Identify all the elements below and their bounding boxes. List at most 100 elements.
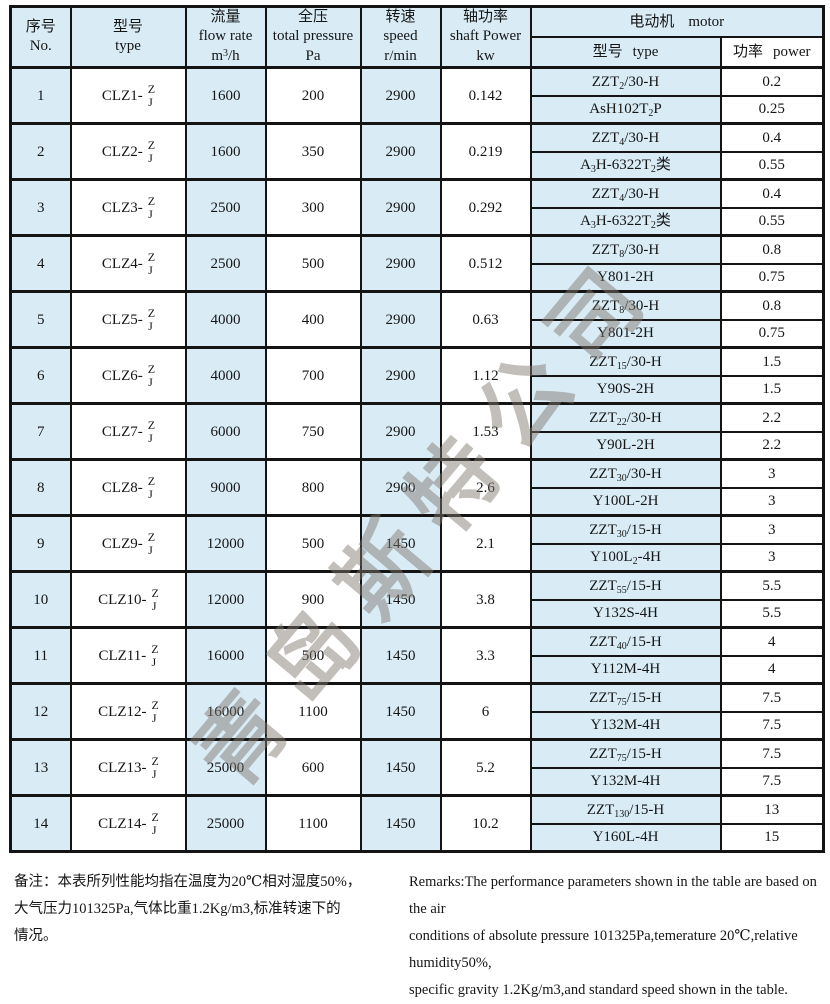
cell-motor-type: Y100L2-4H [529,542,722,573]
model-text: CLZ11- Z J [98,643,158,668]
header-row-1: 序号 No. 型号 type 流量 flow rate m3/h 全压 tota… [9,5,825,69]
table-subrow: Y132M-4H 7.5 [11,766,825,797]
cell-motor-power: 7.5 [719,682,825,713]
header-row-2: 型号 type 功率 power [11,36,825,69]
col-header-shaft-en: shaft Power [449,28,522,45]
cell-motor-power: 7.5 [719,710,825,741]
note-zh-line: 备注：本表所列性能均指在温度为20℃相对湿度50%， [14,874,362,890]
table-subrow: Y100L2-4H 3 [11,542,825,573]
cell-model: CLZ12- Z J [69,682,187,741]
col-header-speed-en: speed [383,28,418,45]
cell-motor-type: Y160L-4H [529,822,722,853]
cell-motor-type: ZZT8/30-H [529,290,722,321]
cell-motor-type: ZZT4/30-H [529,178,722,209]
cell-speed: 2900 [359,458,442,517]
note-zh-line: 大气压力101325Pa,气体比重1.2Kg/m3,标准转速下的 [14,901,341,917]
model-prefix: CLZ4- [101,255,143,272]
model-prefix: CLZ7- [101,423,143,440]
model-prefix: CLZ14- [98,815,147,832]
spec-table: 序号 No. 型号 type 流量 flow rate m3/h 全压 tota… [9,5,826,853]
cell-shaft-power: 0.219 [439,122,532,181]
cell-pressure: 900 [264,570,362,629]
col-header-motor-type-zh: 型号 [592,44,623,60]
cell-model: CLZ7- Z J [69,402,187,461]
cell-motor-power: 0.8 [719,290,825,321]
cell-motor-type: A3H-6322T2类 [529,150,722,181]
note-en-line: specific gravity 1.2Kg/m3,and standard s… [409,982,788,998]
col-header-flow: 流量 flow rate m3/h [184,5,267,69]
cell-motor-power: 4 [719,626,825,657]
cell-motor-type: ZZT55/15-H [529,570,722,601]
model-prefix: CLZ3- [101,199,143,216]
cell-flow: 16000 [184,626,267,685]
table-subrow: A3H-6322T2类 0.55 [11,206,825,237]
col-header-motor-en: motor [688,14,725,30]
cell-speed: 2900 [359,122,442,181]
col-header-motor-type: 型号 type [529,36,722,69]
cell-shaft-power: 2.6 [439,458,532,517]
cell-no: 12 [9,682,72,741]
table-subrow: Y801-2H 0.75 [11,318,825,349]
table-subrow: Y160L-4H 15 [11,822,825,853]
col-header-motor-power-zh: 功率 [733,44,764,60]
cell-pressure: 500 [264,514,362,573]
cell-shaft-power: 1.53 [439,402,532,461]
col-header-no: 序号 No. [9,5,72,69]
cell-pressure: 750 [264,402,362,461]
model-text: CLZ13- Z J [98,755,159,780]
table-row: 12 CLZ12- Z J 16000 1100 1450 6 ZZT75/15-H 7.5 [9,682,825,741]
col-header-motor-zh: 电动机 [629,14,675,30]
cell-motor-type: Y132M-4H [529,766,722,797]
table-body: 1 CLZ1- Z J 1600 200 2900 0.142 ZZT2/30-H 0.2 AsH1… [9,66,825,853]
table-row: 3 CLZ3- Z J 2500 300 2900 0.292 ZZT4/30-H 0.4 [9,178,825,237]
cell-motor-power: 3 [719,458,825,489]
note-zh-line: 情况。 [14,928,58,944]
cell-motor-type: ZZT8/30-H [529,234,722,265]
cell-motor-type: ZZT15/30-H [529,346,722,377]
cell-motor-power: 0.75 [719,262,825,293]
cell-pressure: 500 [264,234,362,293]
model-text: CLZ1- Z J [102,83,155,108]
model-text: CLZ9- Z J [102,531,155,556]
table-row: 4 CLZ4- Z J 2500 500 2900 0.512 ZZT8/30-H 0.8 [9,234,825,293]
table-subrow: Y90L-2H 2.2 [11,430,825,461]
cell-motor-power: 5.5 [719,598,825,629]
table-row: 14 CLZ14- Z J 25000 1100 1450 10.2 ZZT130/15-H 13 [9,794,825,853]
cell-speed: 2900 [359,290,442,349]
cell-flow: 12000 [184,514,267,573]
col-header-motor-power: 功率 power [719,36,825,69]
cell-speed: 1450 [359,570,442,629]
col-header-pressure: 全压 total pressure Pa [264,5,362,69]
cell-flow: 16000 [184,682,267,741]
cell-shaft-power: 0.142 [439,66,532,125]
cell-model: CLZ9- Z J [69,514,187,573]
cell-motor-type: Y90L-2H [529,430,722,461]
col-header-shaft-zh: 轴功率 [462,9,508,26]
cell-shaft-power: 0.512 [439,234,532,293]
cell-model: CLZ8- Z J [69,458,187,517]
cell-motor-power: 0.4 [719,178,825,209]
cell-flow: 4000 [184,346,267,405]
cell-model: CLZ5- Z J [69,290,187,349]
model-text: CLZ3- Z J [101,193,156,221]
cell-flow: 25000 [184,794,267,853]
cell-shaft-power: 2.1 [439,514,532,573]
cell-motor-type: ZZT40/15-H [529,626,722,657]
model-text: CLZ2- Z J [102,137,156,165]
col-header-speed: 转速 speed r/min [359,5,442,69]
col-header-pressure-en: total pressure [272,28,354,45]
table-subrow: Y112M-4H 4 [11,654,825,685]
cell-model: CLZ2- Z J [69,122,187,181]
cell-speed: 2900 [359,346,442,405]
cell-motor-power: 0.55 [719,206,825,237]
col-header-flow-unit: m3/h [211,47,240,64]
model-text: CLZ8- Z J [102,473,156,501]
table-row: 9 CLZ9- Z J 12000 500 1450 2.1 ZZT30/15-H 3 [9,514,825,573]
cell-motor-type: Y112M-4H [529,654,722,685]
cell-motor-power: 5.5 [719,570,825,601]
